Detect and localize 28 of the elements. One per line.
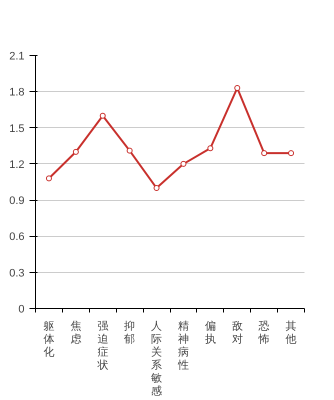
x-tick-label: 抑郁 <box>124 320 136 346</box>
point <box>288 150 294 156</box>
x-tick-label: 其他 <box>286 320 297 346</box>
x-tick-label: 偏执 <box>204 320 216 346</box>
y-tick-label: 0 <box>18 304 25 316</box>
y-tick-label: 1.5 <box>9 122 25 135</box>
point <box>261 150 268 156</box>
x-tick-label: 躯体化 <box>43 320 54 358</box>
point <box>234 85 240 92</box>
y-tick-label: 1.8 <box>9 86 25 99</box>
point <box>46 175 52 182</box>
x-tick-label: 强迫症状 <box>96 320 108 372</box>
point <box>180 160 186 167</box>
point <box>100 112 106 119</box>
y-tick-label: 2.1 <box>9 50 25 62</box>
y-tick-label: 1.2 <box>9 158 25 171</box>
x-tick-label: 敌对 <box>232 320 243 346</box>
y-tick-label: 0.6 <box>9 231 25 244</box>
x-tick-label: 恐怖 <box>258 320 270 346</box>
point <box>207 145 214 152</box>
point <box>126 148 133 154</box>
x-tick-label: 焦虑 <box>70 320 82 346</box>
y-tick-label: 0.9 <box>9 195 25 208</box>
x-tick-label: 人际关系敏感 <box>151 320 162 398</box>
point <box>154 185 160 192</box>
y-tick-label: 0.3 <box>9 267 25 280</box>
point <box>72 148 79 155</box>
x-tick-label: 精神病性 <box>176 320 189 372</box>
